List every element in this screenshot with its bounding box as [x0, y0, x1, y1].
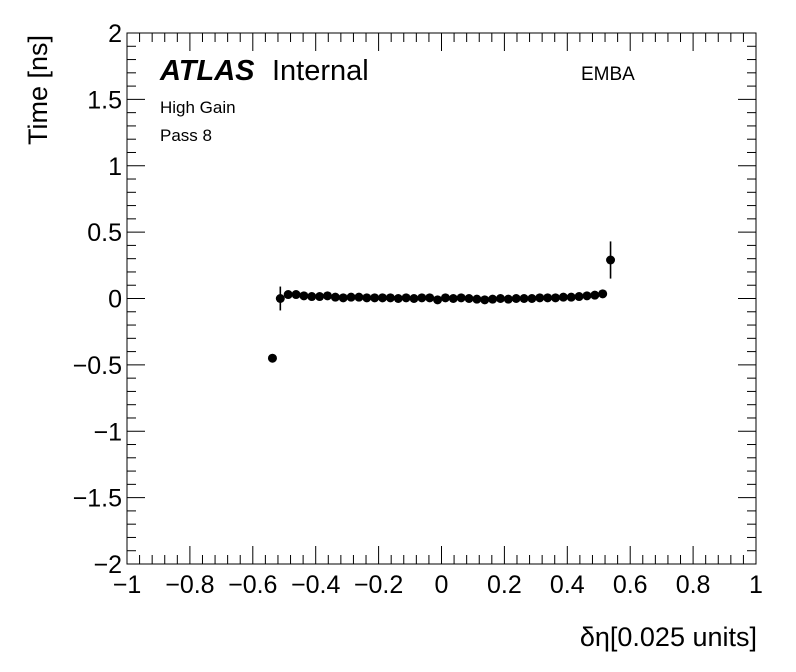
x-tick-label: 0.6: [613, 571, 648, 599]
data-point: [409, 294, 419, 303]
x-tick-label: −0.2: [354, 571, 403, 599]
x-tick-label: 0.8: [676, 571, 711, 599]
data-point: [464, 294, 474, 303]
x-tick-label: 0.4: [550, 571, 585, 599]
y-tick-label: 0: [108, 286, 122, 314]
x-tick-label: −0.4: [291, 571, 340, 599]
y-axis-title: Time [ns]: [23, 35, 53, 145]
y-tick-label: −0.5: [73, 352, 122, 380]
data-point: [307, 292, 317, 302]
data-point: [291, 290, 301, 300]
x-axis-title: δη[0.025 units]: [580, 622, 757, 652]
axis-ticks: [126, 32, 757, 565]
data-point: [456, 293, 466, 303]
data-point: [378, 293, 388, 303]
data-point: [283, 290, 293, 300]
data-point: [511, 294, 521, 303]
y-tick-label: 0.5: [87, 219, 122, 247]
axis-tick-labels: −1 −0.8 −0.6 −0.4 −0.2 0 0.2 0.4 0.6 0.8 1 −2 −1.5 −1…: [73, 20, 763, 599]
data-point: [495, 294, 505, 303]
data-point: [362, 293, 372, 303]
data-point: [401, 293, 411, 303]
pass-label: Pass 8: [160, 126, 212, 145]
x-tick-label: −0.8: [165, 571, 214, 599]
y-tick-label: 1.5: [87, 86, 122, 114]
data-point: [566, 292, 576, 302]
gain-label: High Gain: [160, 98, 236, 117]
data-point: [480, 295, 490, 305]
data-point: [315, 292, 325, 302]
data-point: [393, 294, 403, 303]
y-tick-label: 1: [108, 153, 122, 181]
data-point: [385, 293, 395, 303]
x-tick-label: 0.2: [487, 571, 522, 599]
data-point: [598, 289, 608, 299]
data-point: [440, 293, 450, 303]
data-point: [535, 293, 545, 303]
data-point: [582, 291, 592, 301]
data-point: [354, 292, 364, 302]
data-point: [448, 294, 458, 303]
y-tick-label: −2: [93, 551, 122, 579]
data-point: [488, 294, 498, 304]
data-point: [590, 290, 600, 300]
data-point: [543, 293, 553, 303]
y-tick-label: −1.5: [73, 485, 122, 513]
x-tick-label: 1: [749, 571, 763, 599]
data-points: [267, 241, 616, 363]
data-point: [299, 291, 309, 301]
x-tick-label: −1: [113, 571, 142, 599]
data-point: [322, 291, 332, 301]
data-point: [551, 293, 561, 303]
data-point: [425, 293, 435, 303]
data-point: [370, 293, 380, 303]
data-point: [330, 292, 340, 302]
plot-frame: [126, 32, 757, 565]
data-point: [558, 292, 568, 302]
data-point: [433, 295, 443, 305]
data-point: [338, 293, 348, 303]
data-point: [417, 293, 427, 303]
x-tick-label: 0: [435, 571, 449, 599]
y-tick-label: −1: [93, 418, 122, 446]
region-label: EMBA: [581, 64, 635, 85]
data-point: [346, 292, 356, 302]
data-point: [574, 292, 584, 302]
status-label: Internal: [272, 55, 369, 87]
data-point: [519, 294, 529, 303]
x-tick-label: −0.6: [228, 571, 277, 599]
data-point: [267, 353, 277, 363]
atlas-label: ATLAS: [159, 55, 255, 87]
data-point: [275, 294, 285, 303]
data-point: [606, 255, 616, 265]
data-point: [527, 294, 537, 303]
y-tick-label: 2: [108, 20, 122, 48]
data-point: [472, 294, 482, 304]
data-point: [503, 294, 513, 304]
